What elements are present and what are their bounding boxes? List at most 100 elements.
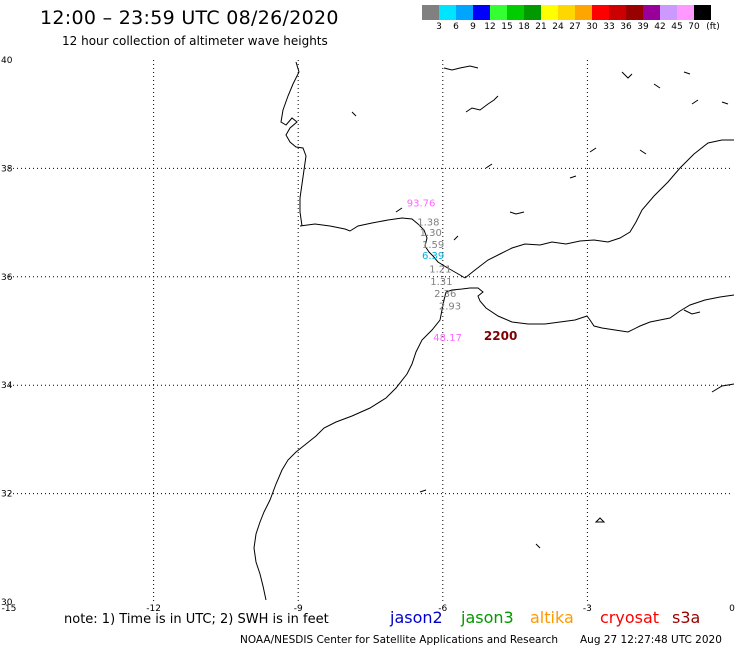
- legend-swatch: [575, 5, 592, 20]
- lat-tick-label: 40: [1, 56, 13, 66]
- coastline-fragment: [419, 489, 427, 493]
- coastline-fragment: [711, 383, 735, 393]
- legend-swatches: [422, 5, 711, 20]
- coastline-fragment: [395, 207, 403, 213]
- legend-swatch: [677, 5, 694, 20]
- lon-tick-label: -12: [146, 604, 161, 614]
- legend-swatch: [558, 5, 575, 20]
- axis-labels: -15 -12 -9 -6 -3 0 30 32 34 36 38 40: [1, 56, 735, 614]
- lon-tick-label: -15: [2, 604, 17, 614]
- coastline-fragment: [594, 517, 606, 523]
- legend-label: 12: [484, 22, 496, 32]
- legend-swatch: [592, 5, 609, 20]
- legend-label: 27: [569, 22, 581, 32]
- coastline-algarve-andalusia: [299, 217, 466, 279]
- legend-label: 21: [535, 22, 547, 32]
- legend-unit: (ft): [706, 22, 720, 32]
- legend-label: 3: [436, 22, 442, 32]
- mission-label-cryosat: cryosat: [600, 608, 660, 627]
- wave-height-label: 1.59: [422, 240, 444, 251]
- legend-swatch: [643, 5, 660, 20]
- legend-label: 42: [654, 22, 666, 32]
- wave-height-label: 93.76: [407, 198, 436, 209]
- legend-swatch: [456, 5, 473, 20]
- wave-height-label: 1.21: [429, 264, 451, 275]
- legend-swatch: [609, 5, 626, 20]
- coastline-fragment: [683, 309, 701, 315]
- coastline-fragment: [653, 83, 661, 89]
- lon-tick-label: -3: [583, 604, 592, 614]
- coastline-fragment: [465, 95, 499, 113]
- coastline-fragment: [621, 71, 633, 79]
- lon-tick-label: 0: [729, 604, 735, 614]
- legend-label: 36: [620, 22, 632, 32]
- mission-label-altika: altika: [530, 608, 574, 627]
- legend-label: 45: [671, 22, 683, 32]
- credit-line: NOAA/NESDIS Center for Satellite Applica…: [240, 634, 558, 646]
- footer-note: note: 1) Time is in UTC; 2) SWH is in fe…: [64, 612, 329, 627]
- coastline-morocco-atlantic: [253, 291, 447, 601]
- wave-height-label: 2.93: [439, 301, 461, 312]
- coastline-morocco-north: [445, 287, 735, 333]
- mission-label-jason2: jason2: [390, 608, 443, 627]
- legend-label: 18: [518, 22, 530, 32]
- legend-swatch: [524, 5, 541, 20]
- coastline-fragment: [639, 149, 647, 155]
- lat-tick-label: 38: [1, 164, 13, 174]
- coastline-fragment: [589, 147, 597, 153]
- lat-tick-label: 36: [1, 273, 13, 283]
- legend-label: 24: [552, 22, 564, 32]
- wave-height-label: 2.36: [434, 289, 456, 300]
- pass-time-labels: 2200: [484, 329, 517, 343]
- coastline-portugal: [280, 61, 307, 227]
- coastline-fragment: [351, 111, 357, 117]
- wave-height-label: 6.39: [422, 251, 444, 262]
- coastline: [253, 61, 735, 601]
- legend-label: 30: [586, 22, 598, 32]
- legend-label: 70: [688, 22, 700, 32]
- color-legend: 3 6 9 12 15 18 21 24 27 30 33 36 39 42 45 70 (ft): [422, 5, 720, 34]
- legend-labels: 3 6 9 12 15 18 21 24 27 30 33 36 39 42 45 70 (ft): [422, 20, 720, 34]
- coastline-fragment: [535, 543, 541, 549]
- legend-swatch: [694, 5, 711, 20]
- legend-swatch: [507, 5, 524, 20]
- lat-tick-label: 32: [1, 490, 12, 500]
- lon-tick-label: -6: [438, 604, 447, 614]
- mission-label-s3a: s3a: [672, 608, 701, 627]
- legend-swatch: [660, 5, 677, 20]
- legend-label: 9: [470, 22, 476, 32]
- map-title: 12:00 – 23:59 UTC 08/26/2020: [40, 7, 339, 29]
- wave-height-label: 1.31: [430, 277, 452, 288]
- coastline-fragment: [683, 71, 691, 75]
- lon-tick-label: -9: [294, 604, 303, 614]
- pass-time-label: 2200: [484, 329, 517, 343]
- lat-tick-label: 30: [1, 598, 13, 608]
- coastline-spain-mediterranean: [464, 139, 734, 279]
- lat-tick-label: 34: [1, 381, 13, 391]
- generation-timestamp: Aug 27 12:27:48 UTC 2020: [580, 634, 722, 646]
- legend-swatch: [626, 5, 643, 20]
- graticule: [9, 60, 732, 602]
- mission-label-jason3: jason3: [461, 608, 514, 627]
- legend-swatch: [422, 5, 439, 20]
- coastline-fragment: [453, 235, 459, 241]
- wave-height-label: 48.17: [433, 333, 462, 344]
- coastline-fragment: [691, 99, 699, 105]
- legend-label: 15: [501, 22, 513, 32]
- wave-height-label: 1.38: [417, 217, 439, 228]
- legend-label: 39: [637, 22, 649, 32]
- map-subtitle: 12 hour collection of altimeter wave hei…: [62, 34, 328, 48]
- coastline-fragment: [485, 163, 493, 169]
- coastline-fragment: [569, 175, 577, 179]
- coastline-fragment: [509, 211, 525, 215]
- legend-swatch: [541, 5, 558, 20]
- coastline-fragment: [443, 65, 479, 71]
- coastline-fragment: [721, 101, 729, 105]
- wave-height-label: 1.30: [420, 228, 442, 239]
- wave-height-labels: 93.76 1.381.301.596.39 1.21 1.312.362.93 48.…: [407, 198, 462, 343]
- legend-label: 33: [603, 22, 615, 32]
- legend-swatch: [473, 5, 490, 20]
- legend-swatch: [439, 5, 456, 20]
- legend-swatch: [490, 5, 507, 20]
